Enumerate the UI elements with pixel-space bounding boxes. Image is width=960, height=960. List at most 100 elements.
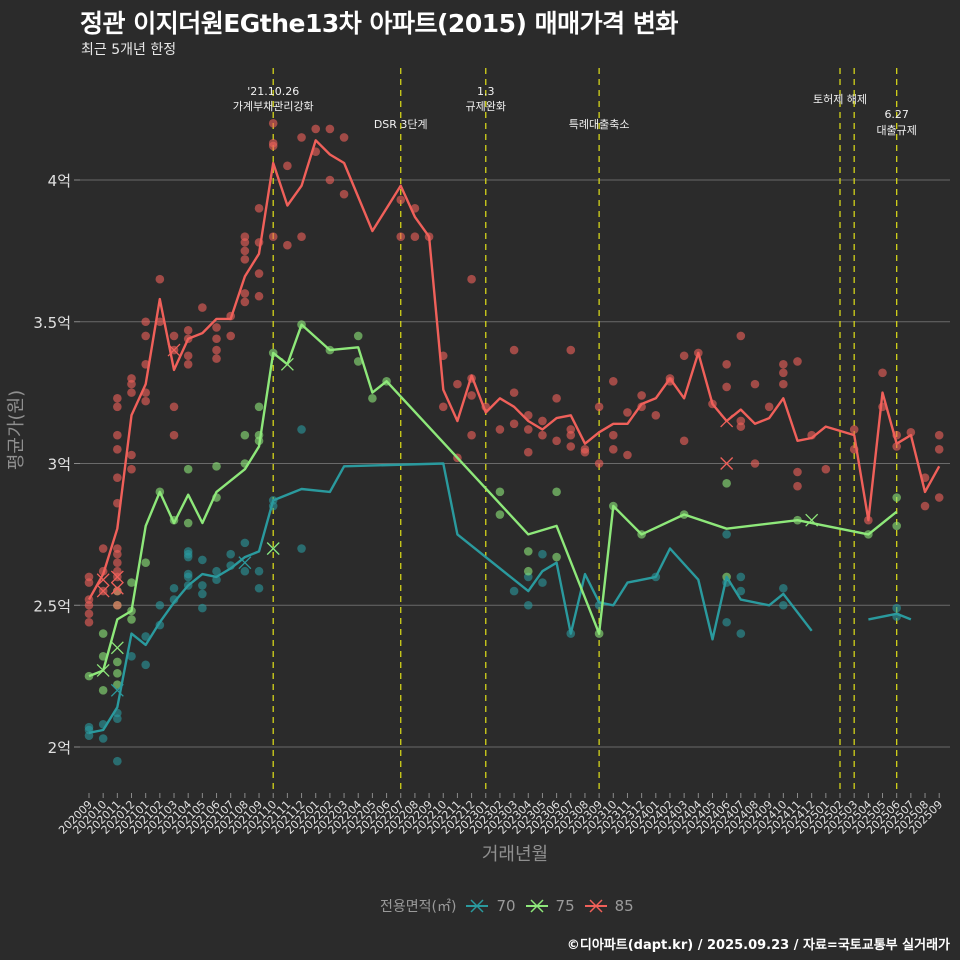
data-point-70 — [523, 600, 533, 610]
data-point-85 — [254, 291, 264, 301]
data-point-85 — [141, 317, 150, 327]
x-marker-85 — [96, 573, 110, 587]
data-point-85 — [509, 388, 519, 397]
data-point-85 — [297, 133, 306, 142]
data-point-70 — [240, 538, 250, 548]
data-point-70 — [141, 632, 150, 641]
data-point-85 — [934, 430, 944, 440]
data-point-85 — [750, 459, 760, 468]
data-point-85 — [127, 374, 136, 383]
data-point-85 — [580, 447, 590, 457]
x-marker-stroke — [96, 663, 110, 677]
x-marker-stroke — [238, 556, 252, 570]
data-point-85 — [113, 430, 122, 440]
data-point-85 — [779, 379, 788, 389]
data-point-85 — [623, 450, 632, 460]
data-point-70 — [297, 544, 306, 553]
data-point-85 — [141, 396, 150, 406]
data-point-85 — [113, 544, 122, 553]
data-point-70 — [212, 566, 221, 576]
legend-item-70[interactable]: 70 — [466, 897, 516, 915]
data-point-85 — [651, 411, 661, 420]
data-point-85 — [183, 325, 193, 335]
data-point-85 — [240, 297, 250, 307]
x-marker-stroke — [280, 357, 294, 371]
x-marker-75 — [805, 513, 819, 527]
data-point-70 — [155, 600, 165, 610]
series-line-75 — [88, 323, 898, 678]
x-marker-stroke — [110, 641, 124, 655]
x-marker-stroke — [110, 570, 124, 584]
data-point-75 — [98, 686, 108, 695]
y-tick-label: 4억 — [48, 172, 71, 190]
x-marker-stroke — [110, 581, 124, 595]
chart-title: 정관 이지더원EGthe13차 아파트(2015) 매매가격 변화 — [80, 9, 678, 38]
data-point-70 — [509, 586, 519, 596]
legend-item-75[interactable]: 75 — [525, 897, 575, 915]
data-point-75 — [552, 552, 561, 562]
data-point-85 — [793, 357, 802, 366]
x-marker-85 — [110, 570, 124, 584]
data-point-75 — [113, 680, 122, 689]
data-point-70 — [198, 603, 207, 613]
data-point-75 — [183, 518, 193, 528]
data-point-70 — [98, 734, 108, 743]
y-tick-label: 2.5억 — [33, 597, 71, 615]
data-point-85 — [722, 382, 731, 392]
data-point-85 — [254, 204, 264, 213]
data-point-85 — [283, 161, 292, 171]
data-point-85 — [453, 379, 462, 389]
data-point-75 — [368, 393, 377, 403]
data-point-85 — [212, 345, 221, 355]
data-point-85 — [736, 422, 746, 431]
data-point-75 — [722, 479, 731, 488]
series-lines — [87, 139, 941, 734]
data-point-85 — [608, 376, 618, 386]
data-point-85 — [849, 425, 859, 434]
data-point-75 — [254, 402, 264, 412]
data-point-85 — [679, 436, 689, 446]
x-marker-stroke — [720, 414, 734, 428]
data-point-70 — [779, 600, 788, 610]
data-point-70 — [169, 583, 179, 593]
data-points — [84, 119, 944, 766]
data-point-75 — [127, 578, 136, 587]
legend: 전용면적(㎡) 70 75 85 — [380, 896, 644, 916]
data-point-85 — [268, 232, 278, 241]
legend-label-75: 75 — [555, 897, 575, 915]
data-point-85 — [212, 334, 221, 344]
event-label: '21.10.26 — [247, 85, 299, 98]
data-point-85 — [240, 232, 250, 241]
data-point-85 — [169, 402, 179, 412]
x-marker-85 — [110, 581, 124, 595]
data-point-85 — [183, 359, 193, 369]
data-point-85 — [325, 124, 335, 134]
x-axis-label: 거래년월 — [482, 844, 548, 865]
data-point-85 — [750, 379, 760, 389]
data-point-85 — [84, 572, 94, 582]
event-label: 대출규제 — [876, 124, 916, 137]
x-marker-85 — [720, 457, 734, 470]
event-label: DSR 3단계 — [374, 118, 428, 131]
data-point-70 — [538, 578, 547, 587]
data-point-85 — [793, 467, 802, 477]
data-point-85 — [240, 289, 250, 298]
x-marker-stroke — [96, 584, 110, 598]
data-point-75 — [127, 615, 136, 624]
data-point-70 — [84, 722, 94, 732]
data-point-85 — [127, 464, 136, 474]
data-point-85 — [892, 442, 901, 451]
data-point-85 — [934, 445, 944, 454]
x-marker-stroke — [266, 542, 280, 556]
event-label: 규제완화 — [466, 100, 506, 113]
x-marker-75 — [280, 357, 294, 371]
data-point-70 — [736, 572, 746, 582]
data-point-85 — [311, 124, 321, 134]
data-point-85 — [679, 351, 689, 361]
legend-item-85[interactable]: 85 — [584, 897, 634, 915]
x-axis: 2020092020102020112020122021012021022021… — [56, 793, 945, 837]
data-point-85 — [779, 368, 788, 378]
data-point-85 — [779, 359, 788, 369]
x-marker-75 — [110, 641, 124, 655]
data-point-85 — [113, 402, 122, 412]
